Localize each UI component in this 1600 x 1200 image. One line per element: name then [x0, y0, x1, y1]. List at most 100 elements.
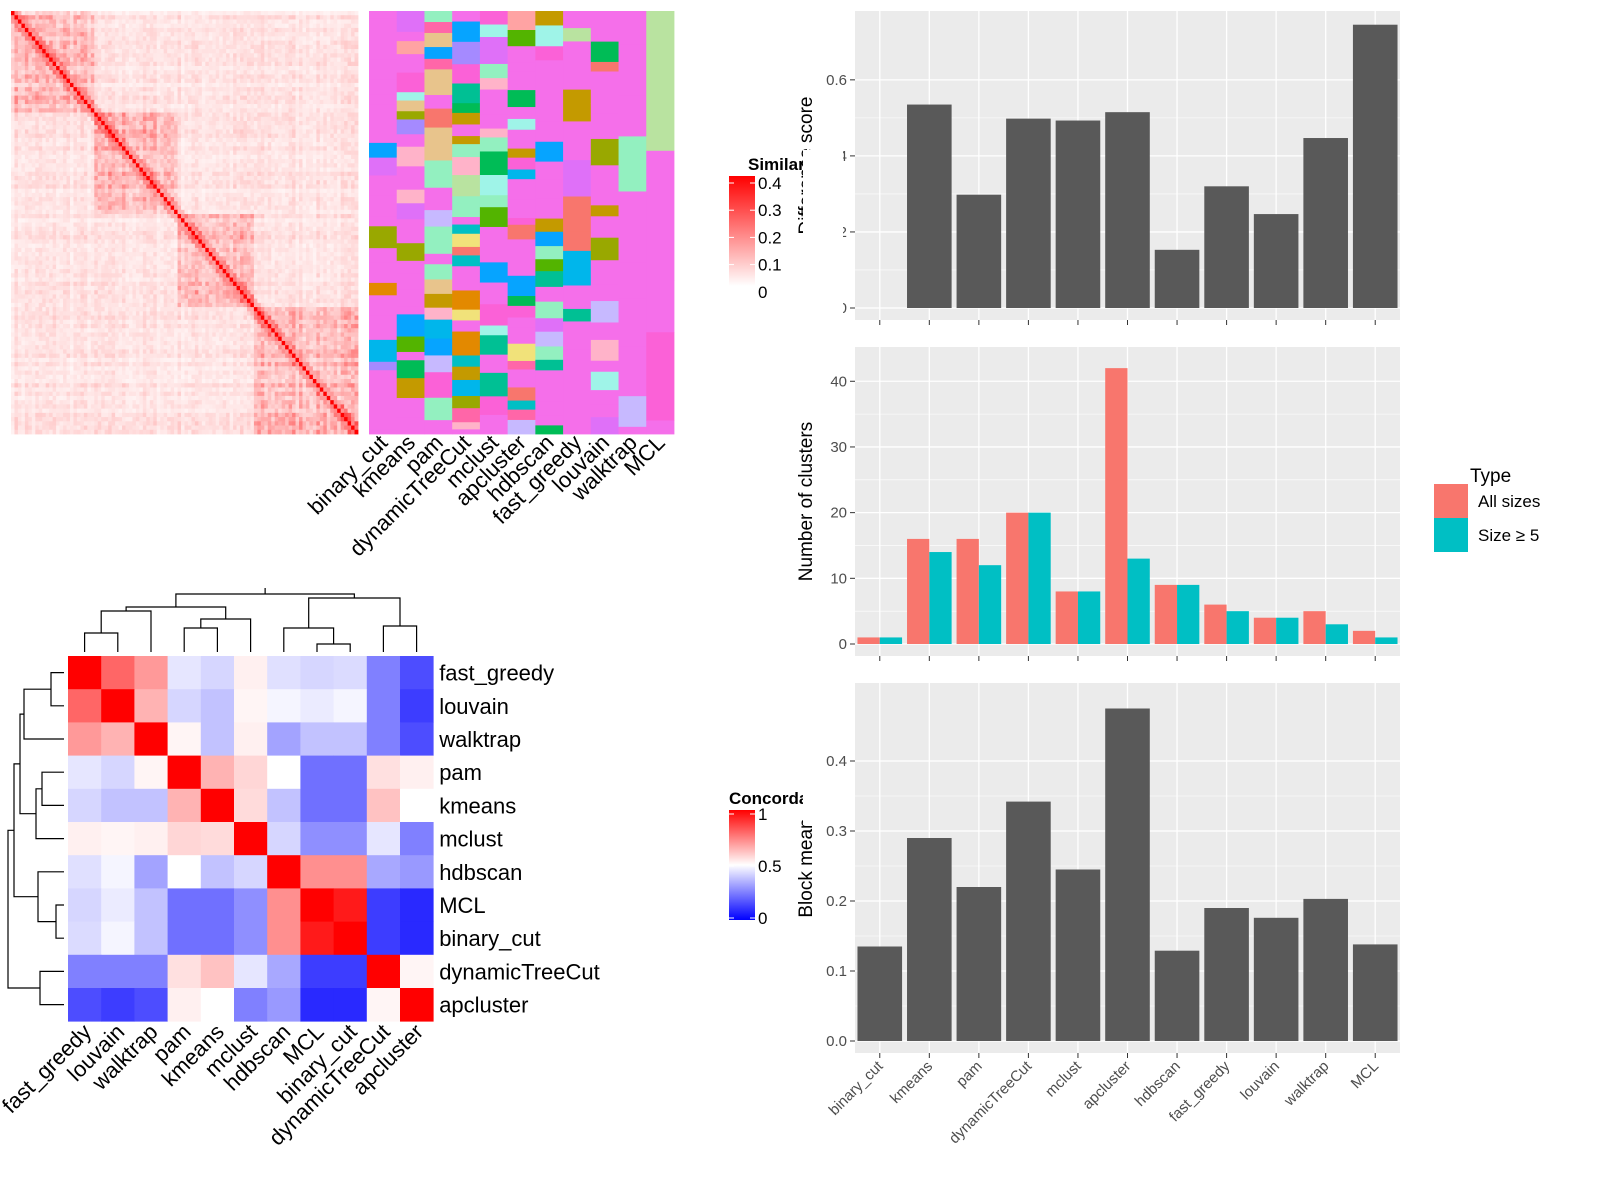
- similarity-cell: [215, 87, 220, 92]
- similarity-cell: [191, 99, 196, 105]
- similarity-cell: [167, 146, 172, 151]
- similarity-cell: [274, 44, 279, 50]
- similarity-cell: [59, 95, 64, 101]
- similarity-cell: [226, 154, 231, 160]
- similarity-cell: [97, 175, 102, 181]
- similarity-cell: [52, 44, 57, 50]
- similarity-cell: [63, 36, 67, 42]
- similarity-cell: [233, 91, 237, 96]
- similarity-cell: [319, 104, 324, 109]
- similarity-cell: [115, 61, 119, 67]
- similarity-cell: [316, 163, 321, 168]
- similarity-cell: [219, 184, 224, 190]
- similarity-cell: [56, 180, 60, 185]
- similarity-cell: [257, 163, 262, 168]
- similarity-cell: [56, 15, 60, 20]
- similarity-cell: [42, 209, 47, 215]
- similarity-cell: [45, 74, 50, 80]
- similarity-cell: [292, 192, 296, 198]
- similarity-cell: [246, 116, 251, 122]
- similarity-cell: [240, 78, 244, 84]
- similarity-cell: [236, 146, 241, 151]
- similarity-cell: [305, 78, 310, 84]
- similarity-cell: [274, 82, 279, 88]
- similarity-cell: [35, 192, 40, 198]
- similarity-cell: [208, 15, 213, 20]
- similarity-cell: [288, 99, 293, 105]
- similarity-cell: [142, 205, 147, 211]
- similarity-cell: [45, 209, 50, 215]
- similarity-cell: [323, 154, 328, 160]
- similarity-cell: [226, 49, 231, 54]
- similarity-cell: [80, 11, 85, 16]
- similarity-cell: [56, 188, 60, 194]
- similarity-cell: [156, 19, 161, 25]
- similarity-cell: [108, 184, 113, 190]
- similarity-cell: [344, 209, 348, 215]
- similarity-cell: [35, 57, 40, 63]
- similarity-cell: [163, 205, 168, 211]
- similarity-cell: [170, 11, 175, 16]
- similarity-cell: [108, 133, 113, 139]
- similarity-cell: [215, 180, 220, 185]
- similarity-cell: [184, 171, 189, 177]
- similarity-cell: [337, 61, 342, 67]
- similarity-cell: [181, 53, 185, 58]
- similarity-cell: [205, 142, 210, 147]
- similarity-cell: [118, 82, 123, 88]
- similarity-cell: [219, 175, 224, 181]
- similarity-cell: [326, 180, 331, 185]
- similarity-cell: [191, 163, 196, 168]
- similarity-cell: [191, 184, 196, 190]
- similarity-cell: [181, 108, 185, 113]
- similarity-cell: [250, 61, 255, 67]
- similarity-cell: [309, 57, 314, 63]
- similarity-cell: [302, 192, 307, 198]
- similarity-cell: [97, 61, 102, 67]
- similarity-cell: [21, 40, 26, 46]
- similarity-cell: [229, 201, 234, 206]
- similarity-cell: [42, 159, 47, 164]
- similarity-cell: [319, 163, 324, 168]
- similarity-cell: [219, 214, 224, 219]
- similarity-cell: [45, 163, 50, 168]
- similarity-cell: [177, 99, 182, 105]
- similarity-cell: [215, 65, 220, 71]
- similarity-cell: [319, 188, 324, 194]
- similarity-cell: [278, 214, 283, 219]
- similarity-cell: [149, 129, 154, 135]
- similarity-cell: [208, 104, 213, 109]
- similarity-cell: [302, 133, 307, 139]
- similarity-cell: [278, 184, 283, 190]
- similarity-cell: [149, 19, 154, 25]
- similarity-cell: [198, 188, 203, 194]
- similarity-cell: [344, 142, 348, 147]
- similarity-cell: [153, 65, 158, 71]
- similarity-cell: [240, 133, 244, 139]
- similarity-cell: [184, 19, 189, 25]
- similarity-cell: [274, 11, 279, 16]
- similarity-cell: [260, 57, 265, 63]
- similarity-cell: [281, 171, 286, 177]
- similarity-cell: [149, 104, 154, 109]
- similarity-cell: [28, 11, 33, 16]
- similarity-cell: [111, 32, 116, 37]
- similarity-cell: [351, 159, 355, 164]
- similarity-cell: [354, 53, 359, 58]
- similarity-cell: [309, 163, 314, 168]
- similarity-cell: [208, 133, 213, 139]
- similarity-cell: [340, 197, 345, 202]
- similarity-cell: [267, 209, 272, 215]
- similarity-cell: [11, 171, 15, 177]
- similarity-cell: [201, 116, 206, 122]
- similarity-cell: [21, 167, 26, 173]
- similarity-cell: [167, 78, 172, 84]
- similarity-cell: [163, 36, 168, 42]
- similarity-cell: [198, 129, 203, 135]
- similarity-cell: [295, 171, 300, 177]
- similarity-cell: [344, 87, 348, 92]
- similarity-cell: [274, 175, 279, 181]
- similarity-cell: [330, 53, 335, 58]
- similarity-cell: [153, 209, 158, 215]
- similarity-cell: [205, 49, 210, 54]
